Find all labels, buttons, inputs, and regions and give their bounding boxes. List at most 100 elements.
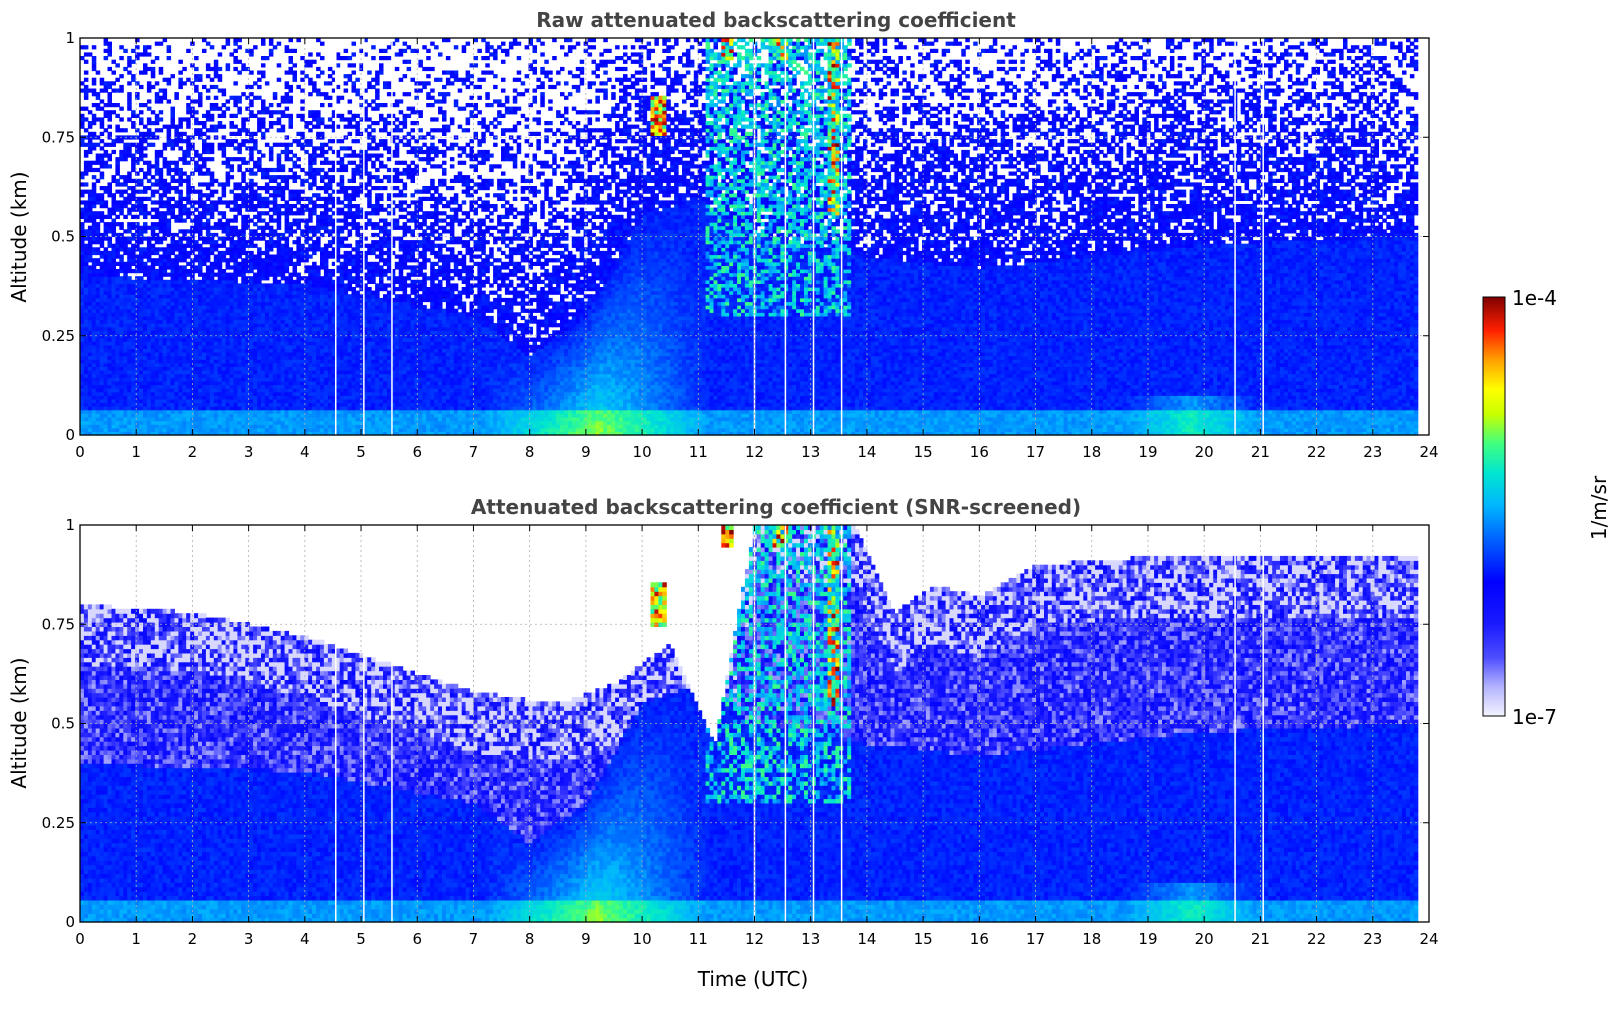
heatmap-cell (92, 316, 97, 320)
heatmap-cell (108, 298, 113, 302)
heatmap-cell (104, 291, 109, 295)
heatmap-cell (100, 146, 105, 150)
heatmap-cell (92, 323, 97, 327)
chart-title-raw: Raw attenuated backscattering coefficien… (536, 8, 1016, 32)
heatmap-cell (108, 255, 113, 259)
heatmap-cell (96, 211, 101, 215)
heatmap-cell (84, 305, 89, 309)
heatmap-cell (92, 370, 97, 374)
heatmap-cell (92, 204, 97, 208)
heatmap-cell (100, 197, 105, 201)
heatmap-cell (108, 395, 113, 399)
heatmap-cell (104, 330, 109, 334)
heatmap-cell (88, 244, 93, 248)
heatmap-cell (100, 421, 105, 425)
heatmap-cell (108, 52, 113, 56)
heatmap-cell (112, 413, 117, 417)
heatmap-cell (80, 117, 85, 121)
heatmap-cell (84, 356, 89, 360)
heatmap-cell (80, 424, 85, 428)
heatmap-cell (112, 229, 117, 233)
heatmap-cell (92, 385, 97, 389)
heatmap-cell (108, 388, 113, 392)
heatmap-cell (80, 388, 85, 392)
heatmap-cell (112, 388, 117, 392)
heatmap-cell (100, 161, 105, 165)
heatmap-cell (96, 179, 101, 183)
heatmap-cell (104, 359, 109, 363)
heatmap-cell (112, 291, 117, 295)
heatmap-cell (100, 320, 105, 324)
heatmap-cell (88, 240, 93, 244)
heatmap-cell (80, 251, 85, 255)
heatmap-cell (112, 193, 117, 197)
heatmap-cell (108, 45, 113, 49)
heatmap-cell (96, 276, 101, 280)
heatmap-cell (84, 345, 89, 349)
heatmap-cell (88, 168, 93, 172)
heatmap-cell (100, 175, 105, 179)
heatmap-cell (80, 381, 85, 385)
heatmap-cell (80, 345, 85, 349)
heatmap-cell (84, 168, 89, 172)
heatmap-cell (92, 56, 97, 60)
heatmap-cell (96, 258, 101, 262)
heatmap-cell (112, 341, 117, 345)
heatmap-cell (80, 208, 85, 212)
heatmap-cell (80, 385, 85, 389)
heatmap-cell (112, 197, 117, 201)
heatmap-cell (92, 114, 97, 118)
heatmap-cell (104, 374, 109, 378)
heatmap-cell (88, 190, 93, 194)
heatmap-cell (80, 244, 85, 248)
heatmap-cell (88, 330, 93, 334)
heatmap-cell (100, 107, 105, 111)
heatmap-cell (104, 128, 109, 132)
heatmap-cell (92, 89, 97, 93)
heatmap-cell (112, 381, 117, 385)
heatmap-cell (88, 341, 93, 345)
heatmap-cell (88, 150, 93, 154)
heatmap-cell (100, 172, 105, 176)
heatmap-cell (100, 413, 105, 417)
heatmap-cell (96, 269, 101, 273)
heatmap-cell (108, 280, 113, 284)
heatmap-cell (84, 363, 89, 367)
heatmap-cell (112, 385, 117, 389)
heatmap-cell (112, 298, 117, 302)
heatmap-cell (104, 302, 109, 306)
heatmap-cell (80, 395, 85, 399)
heatmap-cell (108, 85, 113, 89)
heatmap-cell (100, 366, 105, 370)
heatmap-cell (108, 413, 113, 417)
heatmap-cell (96, 229, 101, 233)
heatmap-cell (84, 377, 89, 381)
heatmap-cell (92, 377, 97, 381)
heatmap-cell (108, 291, 113, 295)
heatmap-cell (84, 237, 89, 241)
heatmap-cell (96, 294, 101, 298)
heatmap-cell (80, 175, 85, 179)
heatmap-cell (84, 309, 89, 313)
heatmap-cell (96, 330, 101, 334)
heatmap-cell (92, 262, 97, 266)
heatmap-cell (80, 262, 85, 266)
heatmap-cell (80, 410, 85, 414)
heatmap-cell (100, 219, 105, 223)
heatmap-cell (112, 287, 117, 291)
heatmap-cell (80, 265, 85, 269)
heatmap-cell (80, 327, 85, 331)
heatmap-cell (100, 356, 105, 360)
heatmap-cell (84, 200, 89, 204)
heatmap-cell (100, 305, 105, 309)
heatmap-cell (92, 81, 97, 85)
heatmap-cell (112, 222, 117, 226)
heatmap-cell (84, 60, 89, 64)
heatmap-cell (100, 157, 105, 161)
heatmap-cell (92, 182, 97, 186)
heatmap-cell (84, 410, 89, 414)
heatmap-cell (108, 117, 113, 121)
heatmap-cell (84, 388, 89, 392)
heatmap-cell (96, 71, 101, 75)
heatmap-cell (84, 211, 89, 215)
